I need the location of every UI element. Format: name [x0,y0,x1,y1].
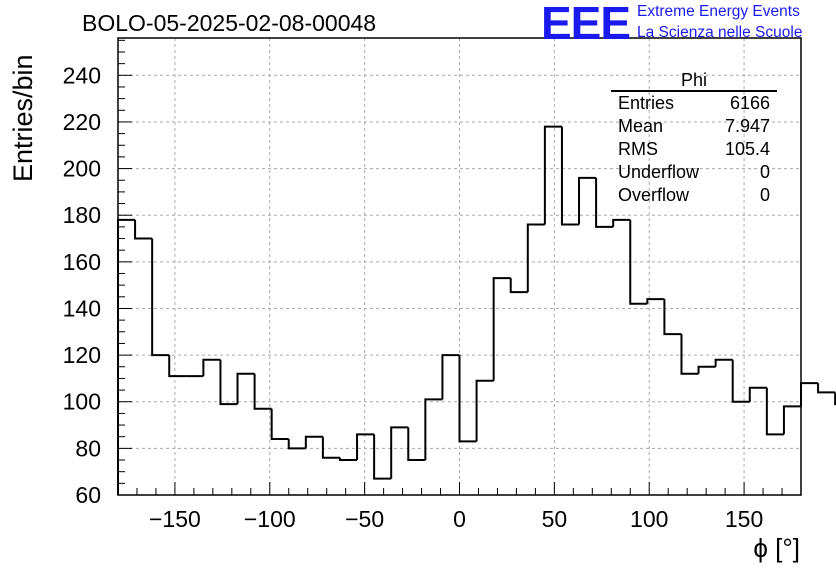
histogram-bin [338,457,358,462]
histogram-bin [509,278,528,294]
histogram-bin [697,365,716,374]
x-tick-label: −150 [149,506,201,532]
histogram-title: BOLO-05-2025-02-08-00048 [82,10,377,36]
histogram-bin [151,238,170,357]
y-tick-label: 80 [75,435,101,461]
stats-value: 6166 [729,93,770,113]
stats-row-entries: Entries 6166 [611,92,777,115]
stats-key: RMS [618,139,658,159]
histogram-bin [765,387,784,436]
histogram-bin [680,334,699,375]
histogram-bin [219,359,238,406]
histogram-bin [748,386,767,402]
y-tick-label: 60 [75,482,101,508]
histogram-bin [475,379,494,442]
histogram-bin [253,373,272,410]
histogram-bin [800,382,819,407]
y-tick-label: 240 [63,62,101,88]
stats-value: 0 [759,185,770,205]
histogram-bin [458,355,477,443]
histogram-bin [595,177,614,228]
histogram-bin [407,427,426,462]
histogram-bin [526,223,545,293]
histogram-bin [543,125,562,225]
stats-key: Overflow [618,185,690,205]
histogram-bin [304,435,323,449]
y-axis-label-wrap: Entries/bin [8,54,38,190]
y-tick-label: 220 [63,109,101,135]
y-tick-label: 180 [63,202,101,228]
histogram-bin [782,405,801,435]
histogram-bin [373,434,392,480]
x-tick-label: 150 [725,506,763,532]
histogram-bin [646,298,665,304]
eee-logo: EEE [541,0,631,49]
histogram-bin [168,355,187,378]
stats-key: Mean [618,116,664,136]
histogram-bin [270,408,289,441]
x-tick-label: −100 [244,506,296,532]
y-axis-label: Entries/bin [8,54,38,182]
histogram-bin [236,372,255,405]
x-tick-label: −50 [345,506,384,532]
histogram-bin [629,219,648,305]
y-tick-label: 140 [63,295,101,321]
x-tick-label: 100 [630,506,668,532]
stats-value: 0 [759,162,770,182]
histogram-bin [424,398,443,461]
x-axis-label: ϕ [°] [753,533,800,563]
histogram-bin [117,218,136,495]
stats-value: 7.947 [724,116,770,136]
histogram-bin [578,176,597,225]
stats-key: Underflow [618,162,700,182]
histogram-bin [287,439,306,450]
histogram-bin [560,126,580,226]
x-tick-label: 50 [542,506,568,532]
histogram-bin [356,433,375,461]
stats-box: Phi Entries 6166 Mean 7.947 RMS 105.4 Un… [611,70,777,207]
y-tick-label: 200 [63,156,101,182]
stats-row-overflow: Overflow 0 [611,184,777,207]
logo-text-line-2: La Scienza nelle Scuole [637,24,803,41]
stats-value: 105.4 [724,139,770,159]
stats-row-mean: Mean 7.947 [611,115,777,138]
histogram-bin [321,436,340,459]
histogram-bin [202,358,221,377]
histogram-bin [612,218,631,227]
histogram-bin [390,426,409,479]
y-tick-label: 100 [63,389,101,415]
stats-box-title: Phi [611,70,777,92]
histogram-bin [817,383,836,394]
histogram-bin [834,392,836,406]
stats-row-underflow: Underflow 0 [611,161,777,184]
stats-row-rms: RMS 105.4 [611,138,777,161]
histogram-bin [441,354,460,400]
histogram-bin [663,299,682,336]
y-tick-label: 120 [63,342,101,368]
histogram-bin [731,359,750,403]
histogram-bin [492,277,511,381]
logo-text-line-1: Extreme Energy Events [637,3,800,20]
y-tick-label: 160 [63,249,101,275]
stats-key: Entries [618,93,675,113]
histogram-bin [134,219,153,240]
x-tick-label: 0 [453,506,466,532]
histogram-bin [714,358,733,367]
